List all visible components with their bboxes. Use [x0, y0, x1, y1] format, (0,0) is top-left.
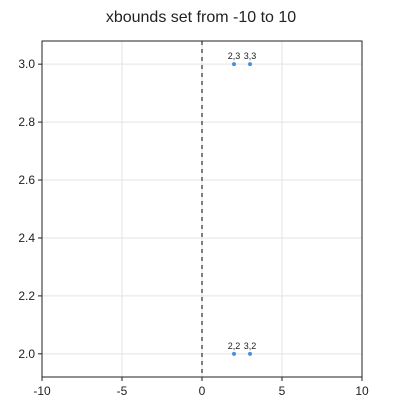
data-point-label: 2,3 [228, 51, 241, 61]
x-tick-label: 5 [279, 384, 286, 398]
chart-title: xbounds set from -10 to 10 [106, 9, 296, 26]
y-tick-label: 2.2 [18, 289, 35, 303]
x-axis: -10 -5 0 5 10 [33, 377, 369, 398]
data-point [248, 351, 252, 356]
x-tick-label: 10 [355, 384, 369, 398]
y-axis: 2.0 2.2 2.4 2.6 2.8 3.0 [18, 57, 42, 361]
data-point-label: 3,2 [244, 341, 257, 351]
y-tick-label: 2.0 [18, 347, 35, 361]
data-point [232, 62, 236, 67]
data-point [232, 351, 236, 356]
y-tick-label: 3.0 [18, 57, 35, 71]
data-point-label: 2,2 [228, 341, 241, 351]
data-point-label: 3,3 [244, 51, 257, 61]
x-tick-label: 0 [199, 384, 206, 398]
x-tick-label: -10 [33, 384, 51, 398]
x-tick-label: -5 [117, 384, 128, 398]
data-points: 2,3 3,3 2,2 3,2 [228, 51, 257, 356]
data-point [248, 62, 252, 67]
y-tick-label: 2.4 [18, 231, 35, 245]
y-tick-label: 2.6 [18, 173, 35, 187]
y-tick-label: 2.8 [18, 115, 35, 129]
